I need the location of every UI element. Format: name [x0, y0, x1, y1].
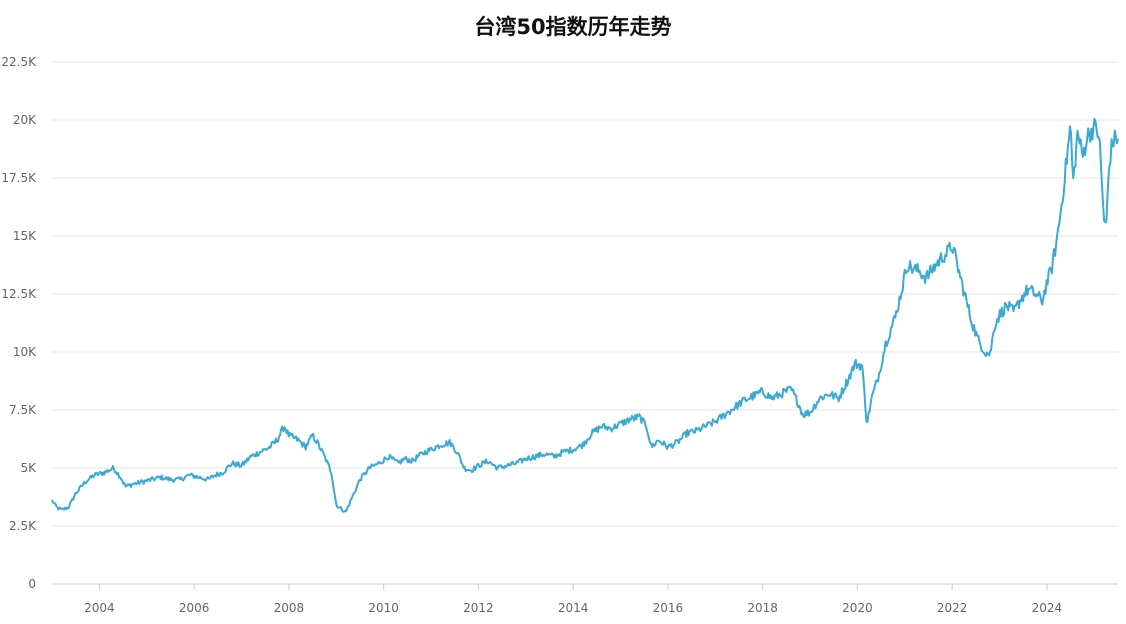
gridlines [52, 61, 1118, 527]
x-tick-label: 2010 [368, 601, 399, 615]
series-group [51, 117, 1119, 513]
x-tick-label: 2008 [274, 601, 305, 615]
y-tick-label: 12.5K [1, 287, 37, 301]
x-tick-label: 2016 [653, 601, 684, 615]
y-tick-label: 7.5K [9, 403, 37, 417]
y-tick-label: 17.5K [1, 171, 37, 185]
y-tick-label: 5K [20, 461, 37, 475]
y-axis-tick-labels: 0 2.5K 5K 7.5K 10K 12.5K 15K 17.5K 20K 22.5K [1, 55, 37, 591]
x-tick-label: 2018 [747, 601, 778, 615]
y-tick-label: 15K [13, 229, 37, 243]
x-tick-label: 2004 [84, 601, 115, 615]
y-tick-label: 10K [13, 345, 37, 359]
x-tick-label: 2012 [463, 601, 494, 615]
chart-title: 台湾50指数历年走势 [474, 15, 671, 39]
y-tick-label: 20K [13, 113, 37, 127]
x-tick-label: 2024 [1032, 601, 1063, 615]
x-tick-label: 2006 [179, 601, 210, 615]
y-tick-label: 0 [28, 577, 36, 591]
x-tick-label: 2020 [842, 601, 873, 615]
x-tick-label: 2022 [937, 601, 968, 615]
x-tick-label: 2014 [558, 601, 589, 615]
y-tick-label: 22.5K [1, 55, 37, 69]
y-tick-label: 2.5K [9, 519, 37, 533]
x-axis-ticks: 2004 2006 2008 2010 2012 2014 2016 2018 2020 2022… [84, 584, 1062, 615]
series-line [51, 117, 1119, 513]
